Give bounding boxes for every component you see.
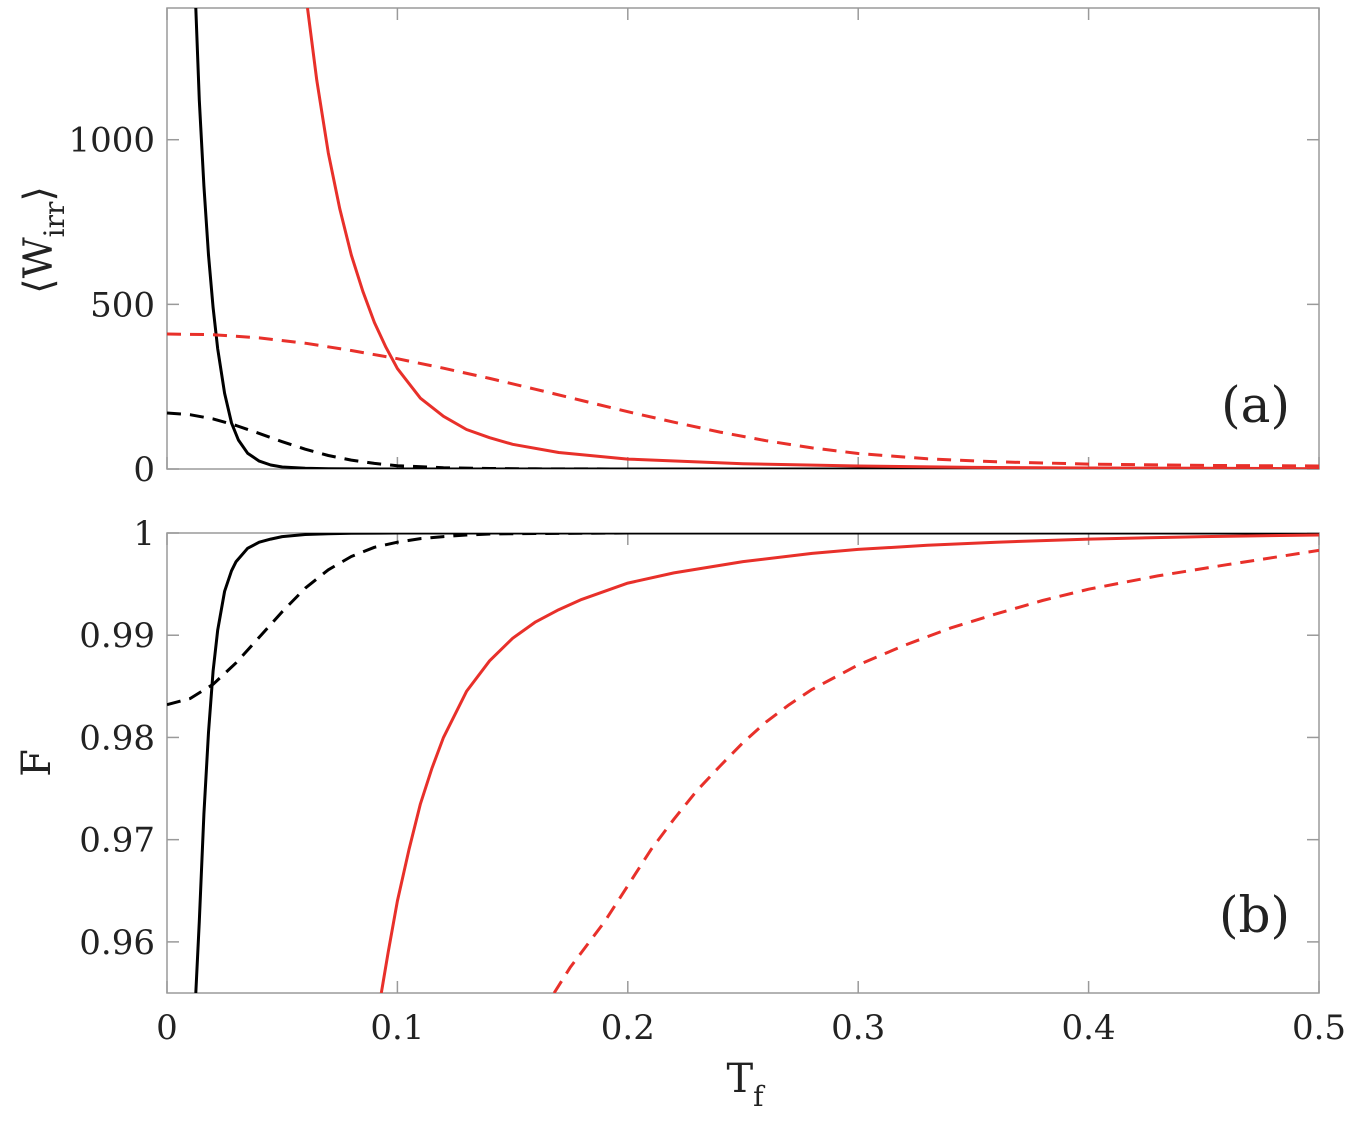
panel-b-ytick-label: 1 <box>133 514 155 554</box>
panel-a-ytick-label: 0 <box>133 450 155 490</box>
panel-b-ticks: 0.96 0.97 0.98 0.99 1 0 0.1 0.2 0.3 0.4 0.5 <box>79 514 1346 1048</box>
panel-b-xlabel-sub: f <box>753 1080 766 1113</box>
panel-b-ytick-label: 0.97 <box>79 821 155 861</box>
panel-b-xtick-label: 0.3 <box>831 1008 885 1048</box>
panel-b-xlabel: Tf <box>726 1056 766 1113</box>
panel-b-xtick-label: 0.2 <box>601 1008 655 1048</box>
panel-b-ytick-label: 0.99 <box>79 616 155 656</box>
panel-b-xtick-label: 0.5 <box>1292 1008 1346 1048</box>
panel-a-ylabel-sub: irr <box>38 201 71 237</box>
panel-b-series-red-dashed <box>552 548 1319 993</box>
panel-b-ytick-label: 0.98 <box>79 718 155 758</box>
panel-a-label: (a) <box>1221 376 1290 434</box>
panel-b-series-red-solid <box>379 533 1319 993</box>
panel-b-xtick-label: 0 <box>156 1008 178 1048</box>
panel-a-ytick-label: 500 <box>90 285 155 325</box>
panel-a-ylabel-main: ⟨W <box>16 237 62 294</box>
panel-b-xlabel-main: T <box>726 1056 753 1102</box>
panel-a-ylabel: ⟨Wirr⟩ <box>16 186 71 294</box>
panel-b-xtick-label: 0.4 <box>1062 1008 1116 1048</box>
panel-a-series-black-solid <box>194 8 1319 469</box>
panel-a-series-black-dashed <box>167 411 1319 469</box>
panel-b-ylabel: F <box>14 749 60 777</box>
panel-a-ytick-label: 1000 <box>68 121 155 161</box>
panel-b-label: (b) <box>1219 886 1290 944</box>
panel-a-frame <box>166 7 1320 470</box>
panel-b-ytick-label: 0.96 <box>79 923 155 963</box>
panel-a-series-red-solid <box>306 8 1319 469</box>
panel-a: 0 500 1000 (a) ⟨Wirr⟩ <box>16 7 1320 490</box>
panel-a-ylabel-close: ⟩ <box>16 186 62 202</box>
panel-a-series-red-dashed <box>167 332 1319 468</box>
panel-a-series <box>167 8 1319 469</box>
panel-b-xtick-label: 0.1 <box>370 1008 424 1048</box>
panel-a-ticks: 0 500 1000 <box>68 8 1320 490</box>
panel-b-frame <box>166 532 1320 994</box>
panel-b-series <box>167 533 1319 993</box>
panel-b-series-black-dashed <box>167 533 1319 707</box>
panel-b-series-black-solid <box>194 533 1319 993</box>
